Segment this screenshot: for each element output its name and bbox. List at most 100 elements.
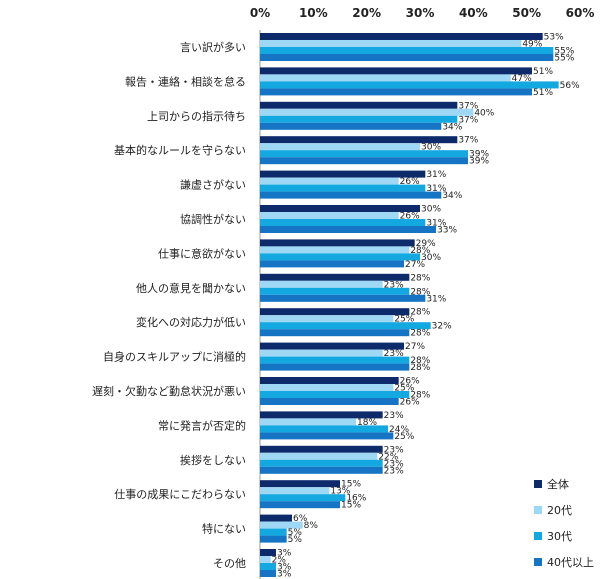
bar <box>260 315 394 323</box>
bar <box>260 487 330 495</box>
data-label: 25% <box>394 315 414 325</box>
bar <box>260 88 532 96</box>
x-tick-label: 10% <box>299 6 328 20</box>
bar <box>260 425 388 433</box>
bar <box>260 480 340 488</box>
x-tick-label: 40% <box>459 6 488 20</box>
bar <box>260 40 522 47</box>
legend: 全体 20代 30代 40代以上 <box>534 477 594 569</box>
bar <box>260 445 383 453</box>
x-tick-label: 60% <box>566 6 595 20</box>
legend-label: 30代 <box>547 530 572 543</box>
data-label: 5% <box>288 528 303 538</box>
category-label: 仕事の成果にこだわらない <box>114 488 246 501</box>
data-label: 31% <box>426 294 446 304</box>
bar <box>260 212 399 219</box>
category-label: 自身のスキルアップに消極的 <box>103 350 246 364</box>
bar <box>260 322 431 330</box>
legend-label: 全体 <box>547 477 569 491</box>
data-label: 49% <box>522 40 542 50</box>
bar <box>260 411 383 419</box>
data-label: 28% <box>410 246 430 256</box>
category-label: 特にない <box>202 522 246 536</box>
bar <box>260 246 410 254</box>
data-label: 23% <box>384 411 404 421</box>
data-label: 5% <box>288 535 303 545</box>
category-label: その他 <box>213 557 246 570</box>
legend-swatch <box>534 532 542 540</box>
bar <box>260 191 442 199</box>
x-axis-ticks: 0% 10% 20% 30% 40% 50% 60% <box>250 6 595 20</box>
category-label: 言い訳が多い <box>180 40 246 54</box>
category-label: 遅刻・欠勤など勤怠状況が悪い <box>92 384 246 398</box>
bar <box>260 570 276 577</box>
data-label: 26% <box>400 177 420 187</box>
bar <box>260 287 410 295</box>
data-labels: 53%49%55%55%51%47%56%51%37%40%37%34%37%3… <box>272 33 580 579</box>
data-label: 39% <box>469 150 489 160</box>
bars <box>260 33 559 577</box>
bar <box>260 115 458 123</box>
bar <box>260 157 468 165</box>
x-tick-label: 50% <box>512 6 541 20</box>
bar <box>260 501 340 509</box>
bar <box>260 273 410 281</box>
data-label: 32% <box>432 322 452 332</box>
x-tick-label: 30% <box>406 6 435 20</box>
data-label: 28% <box>410 329 430 339</box>
bar <box>260 108 474 116</box>
bar <box>260 466 383 474</box>
data-label: 30% <box>421 143 441 153</box>
data-label: 39% <box>469 157 489 167</box>
legend-label: 40代以上 <box>547 556 594 569</box>
category-label: 他人の意見を聞かない <box>136 281 246 295</box>
data-label: 23% <box>384 280 404 290</box>
bar <box>260 535 287 543</box>
data-label: 33% <box>437 226 457 236</box>
bar <box>260 432 394 440</box>
category-label: 基本的なルールを守らない <box>114 143 246 157</box>
bar <box>260 294 426 302</box>
bar <box>260 494 346 502</box>
data-label: 3% <box>277 549 292 559</box>
category-label: 仕事に意欲がない <box>158 246 246 260</box>
data-label: 28% <box>410 287 430 297</box>
data-label: 37% <box>458 136 478 146</box>
data-label: 26% <box>400 398 420 408</box>
bar <box>260 329 410 337</box>
category-label: 上司からの指示待ち <box>147 109 246 123</box>
bar <box>260 67 532 75</box>
bar <box>260 226 436 233</box>
category-label: 変化への対応力が低い <box>136 315 246 329</box>
bar <box>260 122 442 130</box>
data-label: 56% <box>560 81 580 91</box>
data-label: 24% <box>389 425 409 435</box>
data-label: 34% <box>442 191 462 201</box>
bar <box>260 150 468 158</box>
data-label: 26% <box>400 377 420 387</box>
data-label: 23% <box>384 459 404 469</box>
bar <box>260 514 292 522</box>
data-label: 23% <box>384 445 404 455</box>
bar <box>260 143 420 151</box>
data-label: 27% <box>405 260 425 270</box>
data-label: 15% <box>341 480 361 490</box>
category-label: 報告・連絡・相談を怠る <box>125 74 246 88</box>
bar <box>260 563 276 570</box>
data-label: 23% <box>384 349 404 359</box>
data-label: 55% <box>554 47 574 57</box>
data-label: 31% <box>426 184 446 194</box>
data-label: 22% <box>378 452 398 462</box>
bar <box>260 308 410 316</box>
data-label: 18% <box>357 418 377 428</box>
legend-swatch <box>534 480 542 488</box>
bar <box>260 253 420 261</box>
x-tick-label: 20% <box>352 6 381 20</box>
data-label: 28% <box>410 308 430 318</box>
bar <box>260 459 383 467</box>
data-label: 3% <box>277 570 292 579</box>
bar <box>260 184 426 192</box>
legend-label: 20代 <box>547 504 572 517</box>
bar <box>260 528 287 536</box>
